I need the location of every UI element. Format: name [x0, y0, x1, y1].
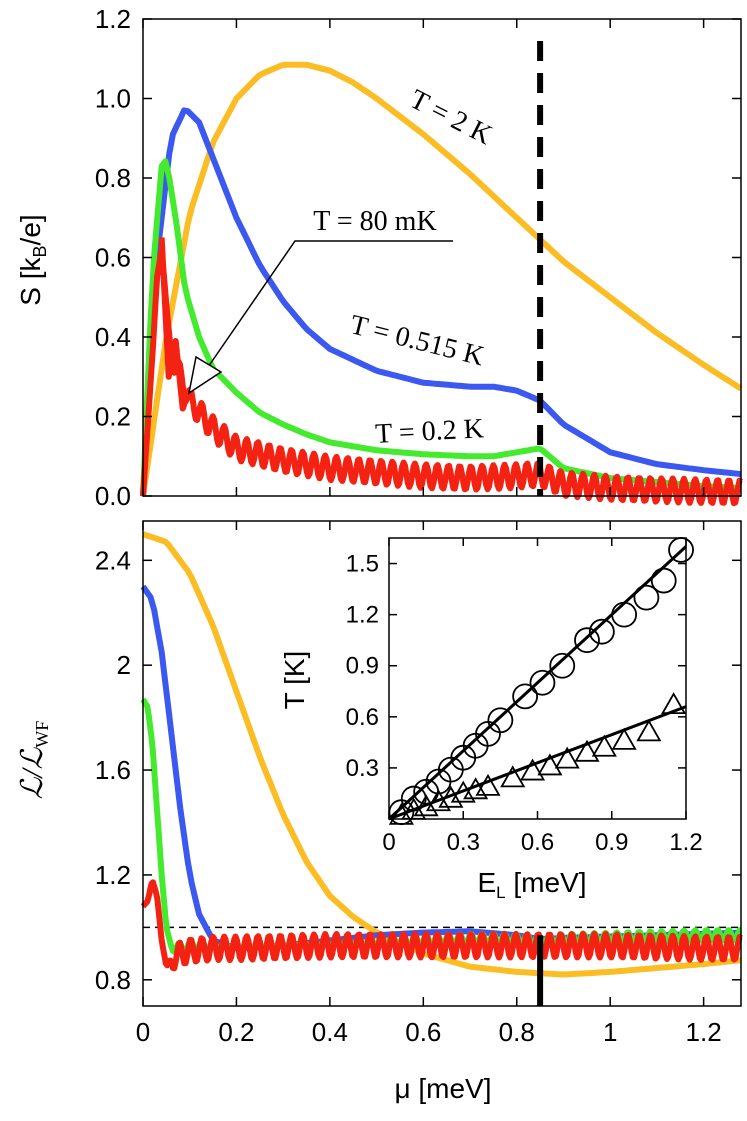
inset-xtick-label: 1.2	[669, 829, 702, 856]
inset-xtick-label: 0.3	[447, 829, 480, 856]
ytick-label: 1.2	[95, 4, 131, 34]
series-line-top-0	[140, 61, 743, 497]
top-ticks	[142, 18, 741, 497]
annotation-t80: T = 80 mK	[313, 206, 436, 237]
annotation-t0515: T = 0.515 K	[347, 309, 487, 372]
bottom-ticks	[142, 521, 741, 1006]
inset-circle-marker	[611, 601, 638, 628]
inset-ytick-label: 1.2	[346, 602, 379, 629]
annotation-t02: T = 0.2 K	[375, 413, 485, 450]
inset-triangle-marker	[661, 692, 687, 715]
inset-triangle-marker	[611, 727, 637, 750]
ytick-label: 0.8	[95, 163, 131, 193]
inset-circle-marker	[633, 584, 660, 611]
inset-xlabel: EL [meV]	[477, 867, 586, 902]
inset-triangle-marker	[574, 739, 600, 762]
inset-triangle-marker	[500, 765, 526, 788]
ytick-label: 2.4	[95, 545, 131, 575]
xtick-label: 0.2	[218, 1017, 254, 1047]
inset-ytick-label: 0.6	[346, 704, 379, 731]
ytick-label: 2	[117, 650, 131, 680]
inset-triangle-marker	[388, 802, 414, 825]
xtick-label: 0.4	[312, 1017, 348, 1047]
inset-series-layer	[387, 537, 694, 826]
inset-ticks	[388, 538, 687, 819]
xtick-label: 0.6	[405, 1017, 441, 1047]
ytick-label: 1.0	[95, 84, 131, 114]
ytick-label: 1.6	[95, 755, 131, 785]
inset-ytick-label: 0.3	[346, 755, 379, 782]
bottom-xlabel: μ [meV]	[394, 1073, 491, 1104]
inset-triangle-marker	[413, 794, 439, 817]
inset-xtick-label: 0	[382, 829, 395, 856]
inset-xtick-labels: 0 0.3 0.6 0.9 1.2	[382, 829, 702, 856]
ytick-label: 0.4	[95, 322, 131, 352]
inset-circle-marker	[529, 669, 556, 696]
series-line-top-3	[140, 247, 743, 507]
series-line-top-1	[140, 107, 742, 497]
xtick-label: 1	[603, 1017, 617, 1047]
annotation-t80-leader	[205, 240, 453, 371]
inset-circle-marker	[650, 567, 677, 594]
inset-triangle-marker	[438, 785, 464, 808]
inset-ytick-label: 0.9	[346, 653, 379, 680]
bottom-frame	[142, 520, 742, 1007]
ytick-label: 1.2	[95, 860, 131, 890]
inset-triangle-marker	[554, 746, 580, 769]
bottom-panel: 0.8 1.2 1.6 2 2.4 0 0.2 0.4 0.6 0.8 1 1.2 ℒ/ℒWF μ …	[16, 520, 743, 1104]
inset-triangle-marker	[591, 734, 617, 757]
annotation-t2: T = 2 K	[405, 84, 497, 151]
ytick-label: 0.6	[95, 243, 131, 273]
inset-circle-marker	[487, 707, 514, 734]
top-ytick-labels: 0.0 0.2 0.4 0.6 0.8 1.0 1.2	[95, 4, 131, 511]
annotation-t80-arrowhead	[187, 355, 223, 395]
bottom-series-layer	[140, 531, 743, 978]
series-line-bot-3	[140, 879, 743, 972]
inset-circle-marker	[549, 652, 576, 679]
inset-ytick-label: 1.5	[346, 551, 379, 578]
inset-circle-marker	[574, 627, 600, 654]
inset-panel: 0.3 0.6 0.9 1.2 1.5 0 0.3 0.6 0.9 1.2 T [K] EL […	[279, 537, 703, 902]
xtick-label: 1.2	[686, 1017, 722, 1047]
inset-fit-line-1	[388, 705, 687, 821]
bottom-ylabel: ℒ/ℒWF	[16, 721, 52, 800]
top-series-layer	[140, 61, 743, 507]
top-panel: 0.0 0.2 0.4 0.6 0.8 1.0 1.2 S [kB/e] T = 2 K T…	[15, 4, 743, 511]
ytick-label: 0.2	[95, 402, 131, 432]
inset-triangle-marker	[519, 758, 546, 781]
bottom-xtick-labels: 0 0.2 0.4 0.6 0.8 1 1.2	[136, 1017, 722, 1047]
series-line-top-4	[158, 237, 193, 412]
bottom-ytick-labels: 0.8 1.2 1.6 2 2.4	[95, 545, 131, 994]
ytick-label: 0.0	[95, 481, 131, 511]
inset-circle-marker	[588, 618, 615, 645]
inset-xtick-label: 0.9	[595, 829, 628, 856]
inset-triangle-marker	[537, 753, 563, 776]
inset-xtick-label: 0.6	[521, 829, 554, 856]
xtick-label: 0.8	[499, 1017, 535, 1047]
inset-circle-marker	[512, 683, 539, 710]
ytick-label: 0.8	[95, 965, 131, 995]
inset-ylabel: T [K]	[279, 651, 310, 710]
inset-ytick-labels: 0.3 0.6 0.9 1.2 1.5	[346, 551, 379, 782]
inset-triangle-marker	[636, 719, 662, 742]
top-ylabel: S [kB/e]	[15, 214, 50, 305]
inset-triangle-marker	[475, 773, 501, 796]
xtick-label: 0	[136, 1017, 150, 1047]
